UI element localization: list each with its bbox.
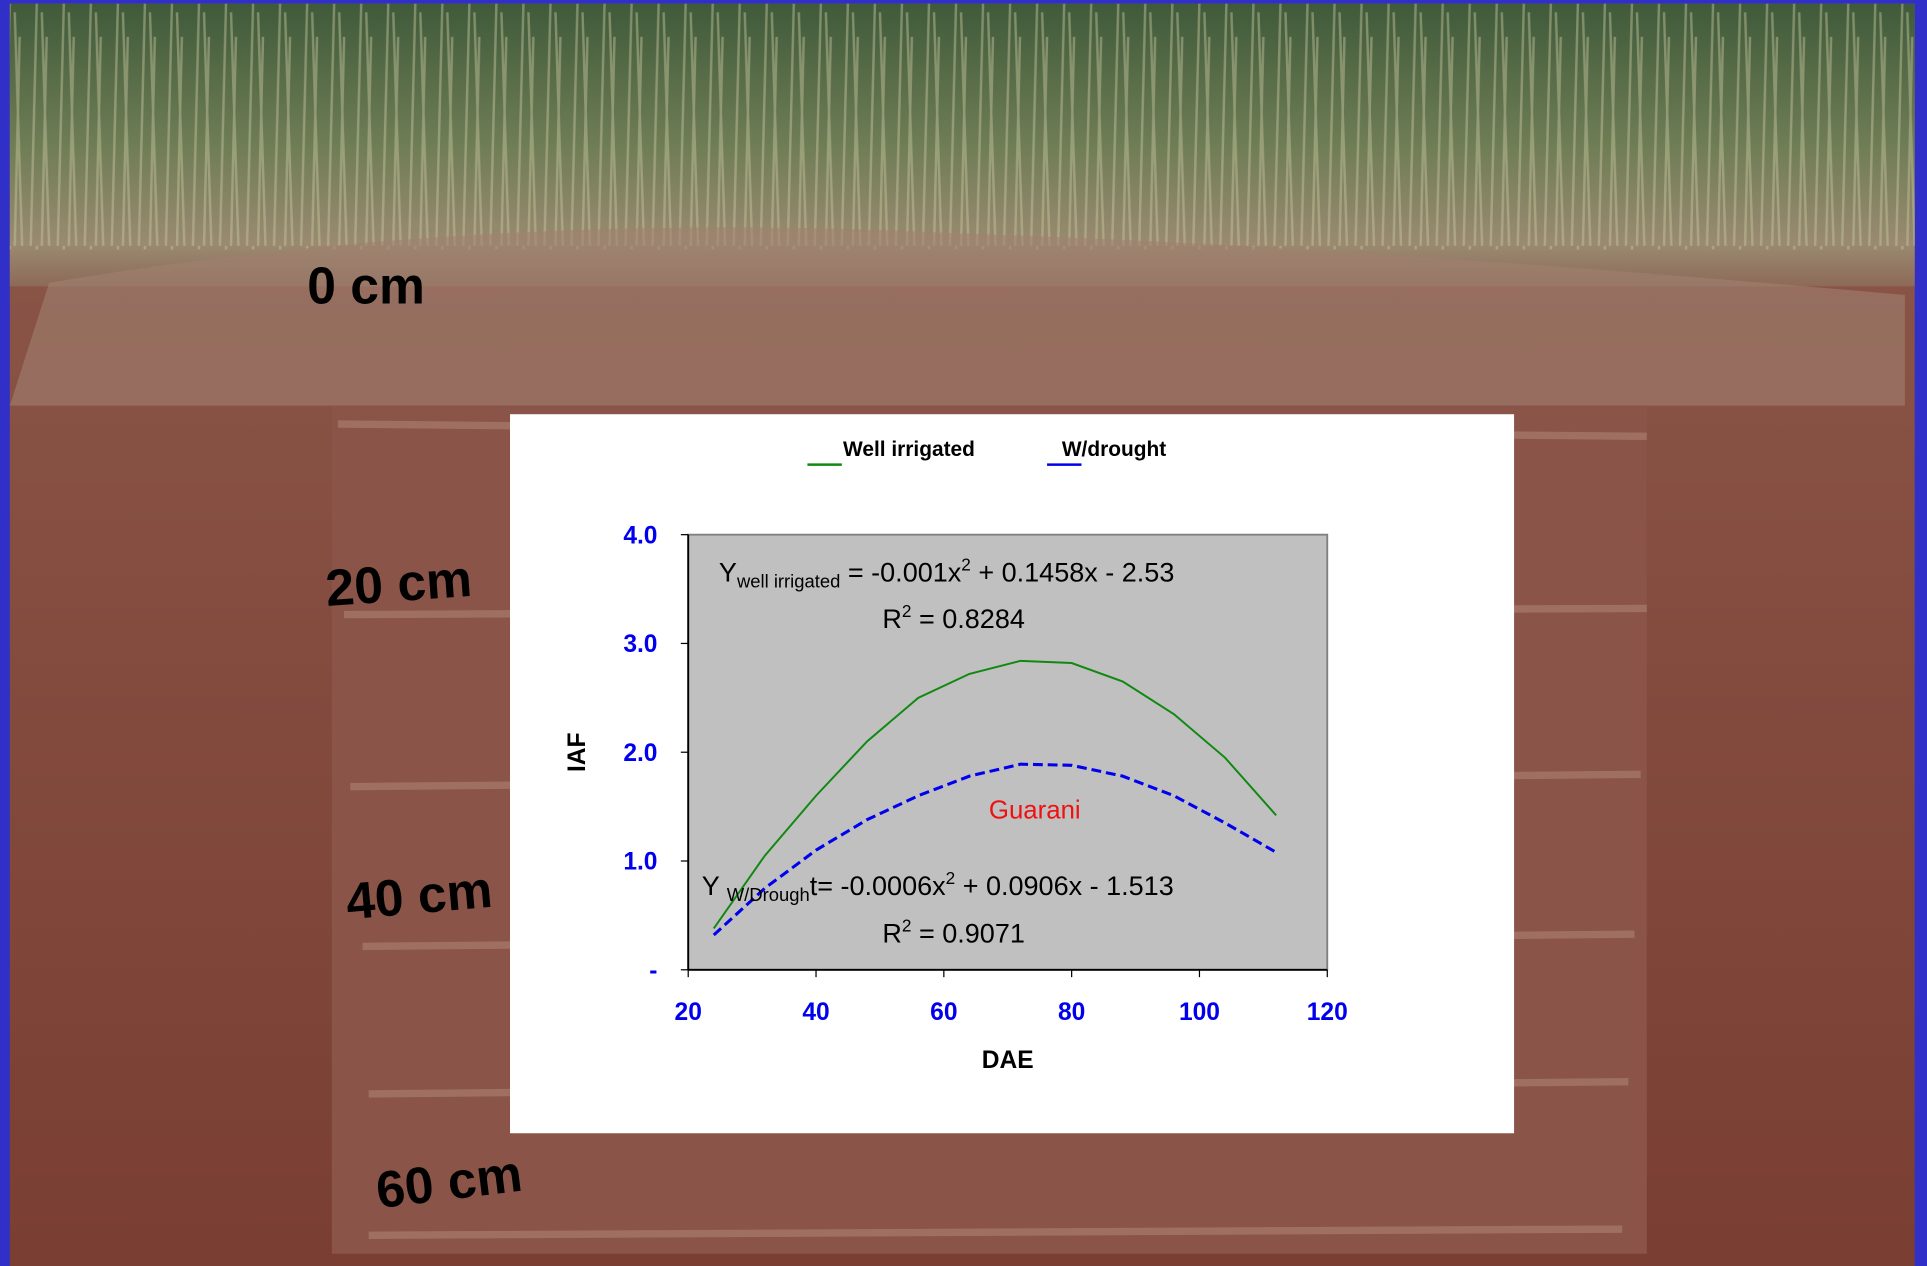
equation-text: R — [882, 919, 902, 949]
equation-text: Y — [702, 871, 727, 901]
x-tick-label: 100 — [1179, 999, 1220, 1026]
grass-blades — [10, 4, 1915, 250]
superscript: 2 — [946, 868, 956, 888]
depth-label: 0 cm — [307, 257, 425, 315]
y-tick-label: - — [649, 957, 657, 984]
x-tick-label: 40 — [802, 999, 829, 1026]
equation-text: t= -0.0006x — [810, 871, 946, 901]
superscript: 2 — [961, 554, 971, 574]
y-tick-label: 2.0 — [623, 740, 657, 767]
legend-label: Well irrigated — [843, 438, 975, 461]
subscript: well irrigated — [736, 571, 840, 592]
equation-text: = 0.8284 — [911, 604, 1024, 634]
page: {"depth_labels": ["0 cm", "20 cm", "40 c… — [0, 0, 1927, 1266]
y-tick-label: 1.0 — [623, 849, 657, 876]
superscript: 2 — [902, 601, 912, 621]
annotation: Guarani — [989, 797, 1081, 825]
slide: 0 cm20 cm40 cm60 cm-1.02.03.04.020406080… — [0, 0, 1927, 1266]
legend-label: W/drought — [1062, 438, 1166, 461]
y-axis-title: IAF — [564, 732, 591, 772]
equation-text: = 0.9071 — [911, 919, 1024, 949]
depth-label: 20 cm — [324, 549, 474, 617]
x-tick-label: 80 — [1058, 999, 1085, 1026]
equation-text: R — [882, 604, 902, 634]
x-tick-label: 60 — [930, 999, 957, 1026]
superscript: 2 — [902, 916, 912, 936]
x-tick-label: 20 — [675, 999, 702, 1026]
y-tick-label: 4.0 — [623, 522, 657, 549]
equation-text: = -0.001x — [840, 557, 961, 587]
equation-text: Y — [719, 557, 737, 587]
x-tick-label: 120 — [1307, 999, 1348, 1026]
equation-text: + 0.0906x - 1.513 — [955, 871, 1174, 901]
y-tick-label: 3.0 — [623, 631, 657, 658]
equation-text: + 0.1458x - 2.53 — [971, 557, 1175, 587]
x-axis-title: DAE — [982, 1047, 1034, 1074]
subscript: W/Drough — [727, 884, 810, 905]
